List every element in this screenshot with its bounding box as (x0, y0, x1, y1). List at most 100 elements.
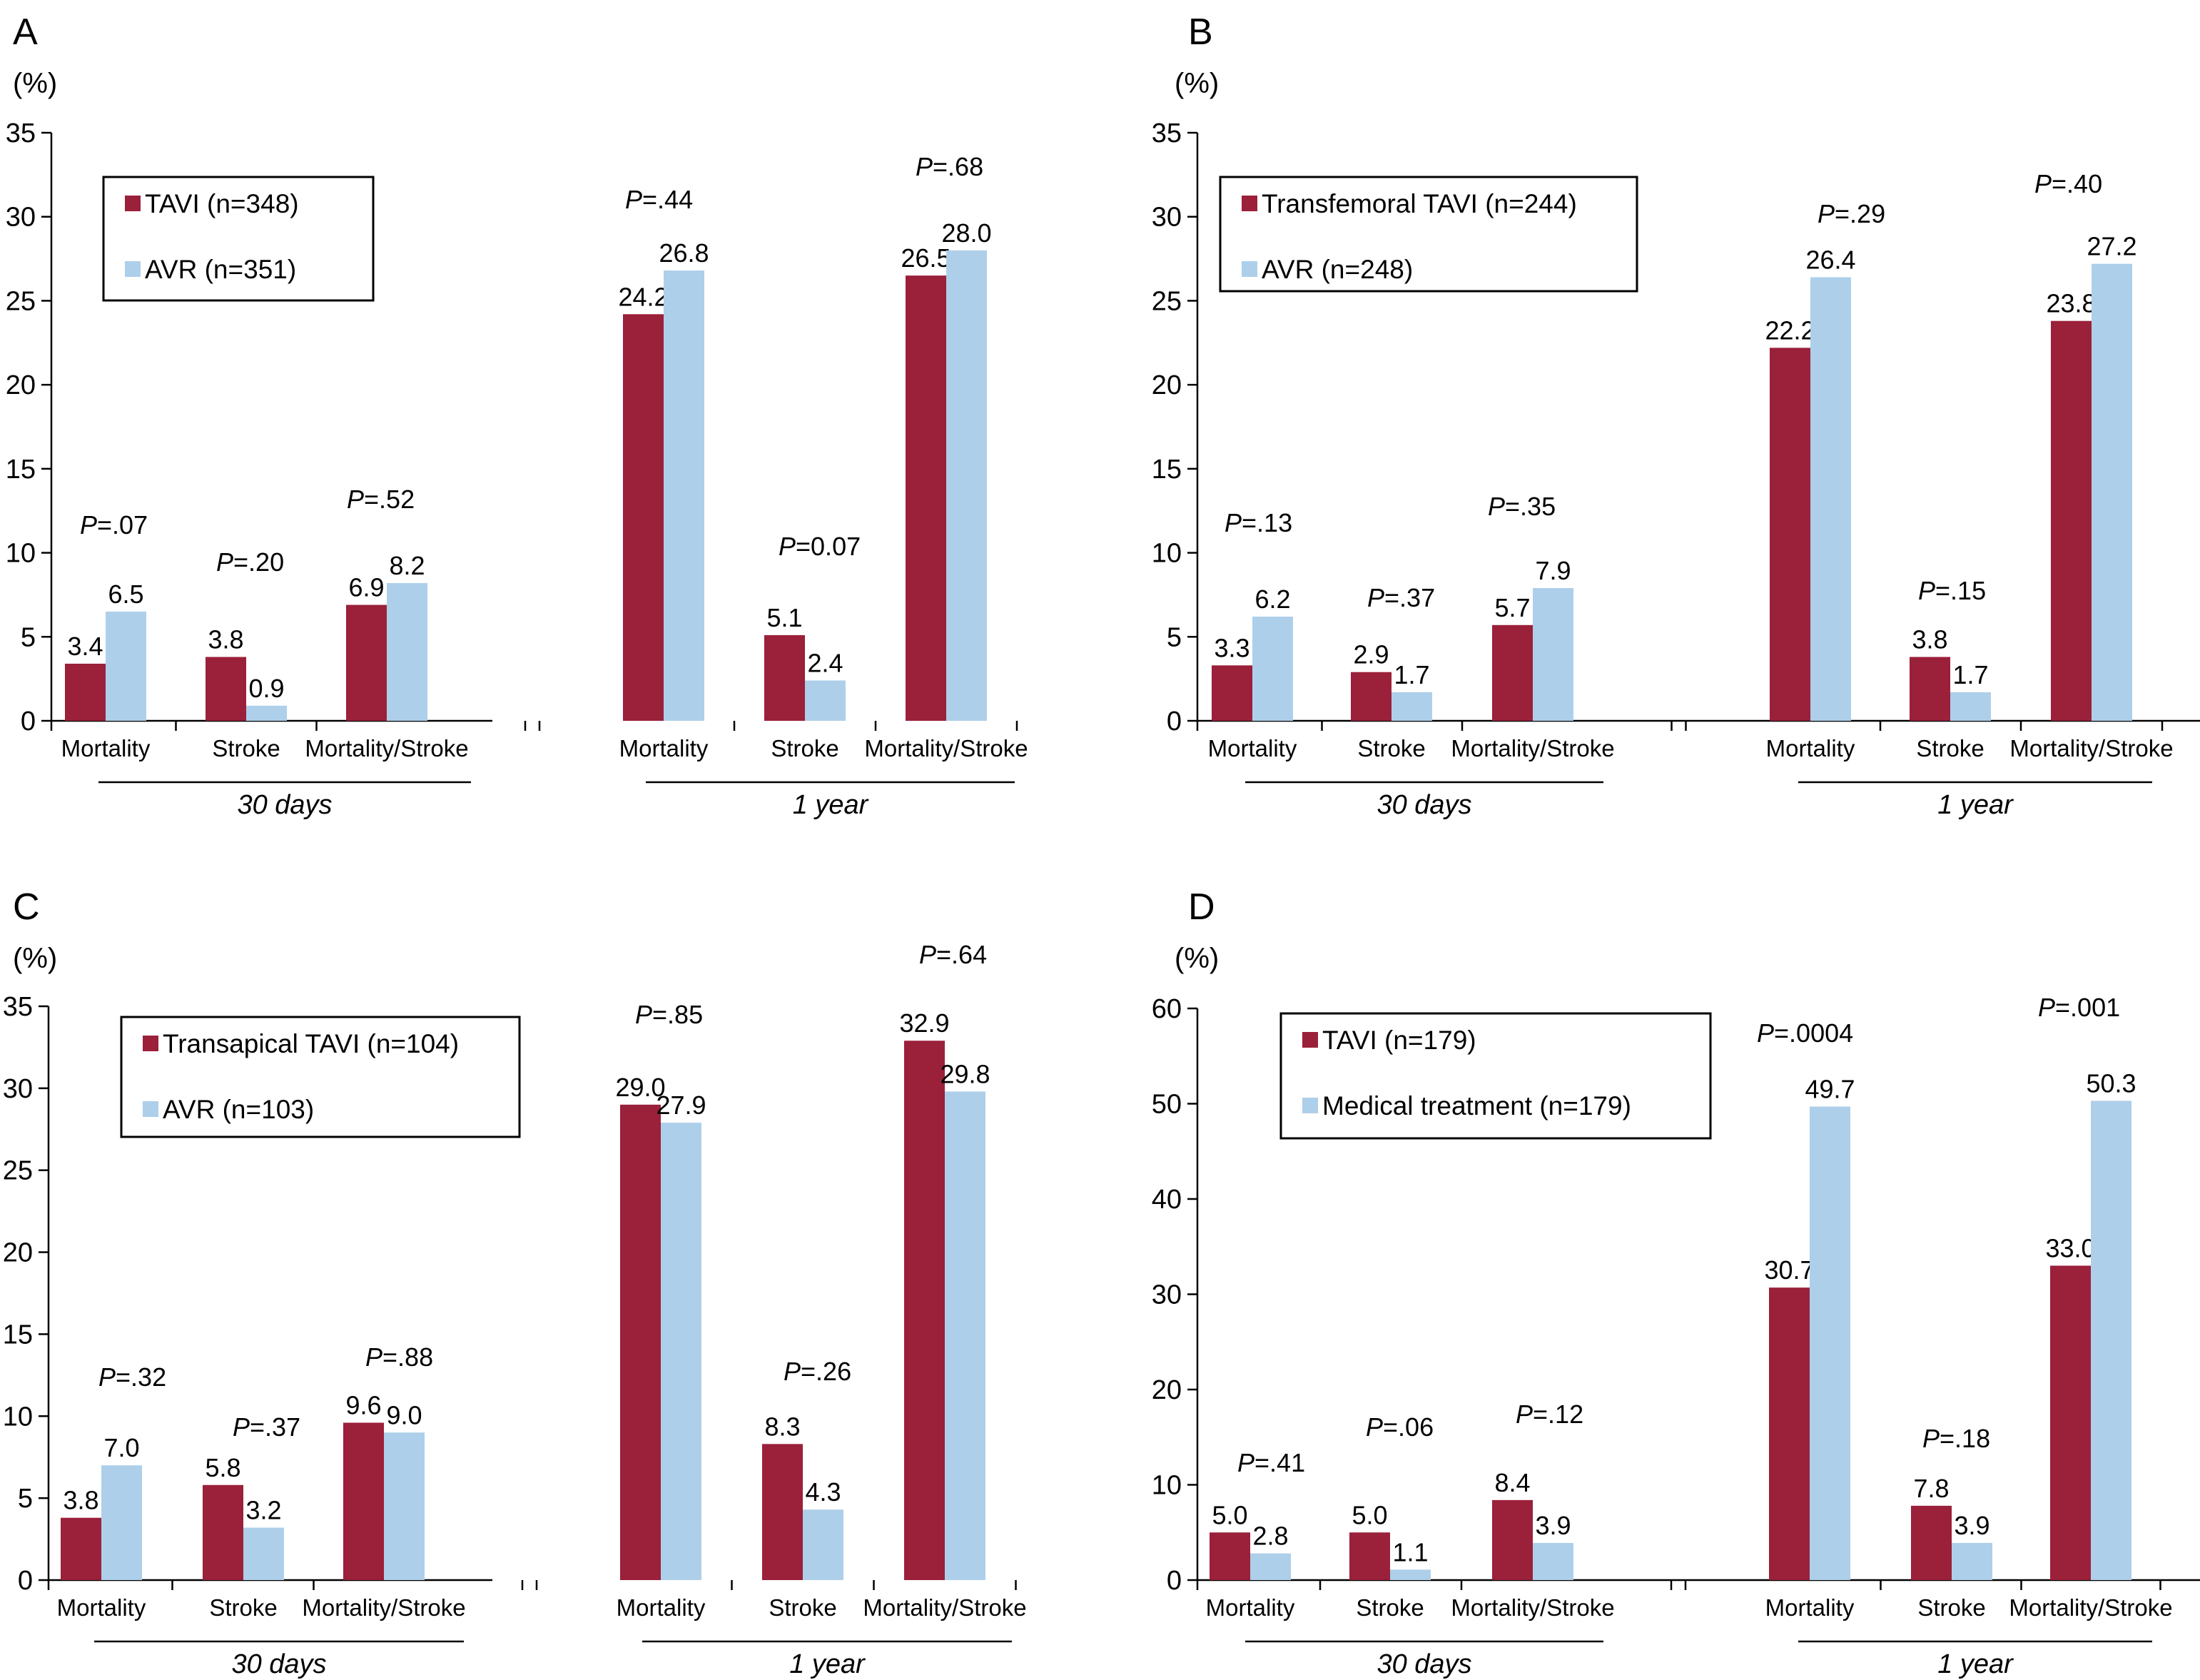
group-label: 1 year (793, 790, 869, 820)
bar-series2 (1952, 1542, 1992, 1580)
p-symbol: P (2034, 169, 2052, 198)
x-category-label: Mortality/Stroke (1451, 735, 1614, 761)
y-tick-label: 30 (1152, 203, 1182, 233)
bar-series2 (2092, 263, 2132, 721)
data-label: 22.2 (1765, 315, 1815, 345)
group-label: 30 days (237, 790, 332, 820)
bar-series1 (1911, 1505, 1952, 1580)
y-tick-label: 5 (1167, 622, 1182, 652)
y-tick-label: 15 (3, 1320, 33, 1350)
p-value: P=.12 (1516, 1400, 1583, 1429)
legend-box (102, 176, 375, 302)
p-value: P=.29 (1818, 199, 1885, 228)
data-label: 9.6 (345, 1390, 381, 1420)
p-symbol: P (1237, 1448, 1254, 1477)
bar-series2 (1390, 1569, 1431, 1580)
p-value-text: =.85 (652, 1000, 703, 1029)
data-label: 32.9 (899, 1008, 949, 1038)
x-category-label: Mortality (1766, 735, 1855, 761)
data-label: 29.8 (940, 1059, 990, 1088)
y-tick-label: 60 (1152, 994, 1182, 1024)
y-tick-label: 20 (1152, 1375, 1182, 1405)
y-tick-label: 20 (3, 1238, 33, 1268)
bar-series2 (661, 1123, 701, 1580)
p-value: P=.26 (784, 1357, 851, 1386)
p-value-text: =.37 (250, 1412, 300, 1442)
p-symbol: P (1225, 508, 1242, 537)
bar-series1 (2051, 320, 2092, 721)
data-label: 26.4 (1805, 245, 1855, 274)
bar-series2 (246, 705, 287, 721)
y-tick-label: 25 (6, 286, 36, 316)
p-value: P=.32 (98, 1362, 166, 1392)
legend-box (1219, 176, 1638, 293)
y-tick-label: 0 (18, 1566, 33, 1596)
bar-series1 (2050, 1265, 2091, 1580)
y-tick-label: 0 (1167, 1566, 1182, 1596)
data-label: 8.2 (389, 551, 425, 580)
bar-series2 (1950, 692, 1991, 721)
bar-series2 (243, 1527, 284, 1580)
legend-swatch-series2 (1302, 1098, 1318, 1113)
data-label: 3.9 (1954, 1511, 1989, 1540)
p-symbol: P (784, 1357, 801, 1386)
y-tick-label: 20 (1152, 370, 1182, 400)
y-tick-label: 50 (1152, 1090, 1182, 1120)
legend-entry: AVR (n=248) (1262, 255, 1413, 284)
p-value-text: =.29 (1835, 199, 1885, 228)
bar-series1 (343, 1422, 384, 1580)
bar-series1 (1210, 1532, 1250, 1580)
p-value: P=.001 (2038, 993, 2120, 1022)
data-label: 27.2 (2087, 232, 2136, 261)
y-unit-label: (%) (1175, 943, 1219, 974)
group-label: 30 days (1377, 790, 1471, 820)
data-label: 6.9 (348, 573, 384, 602)
legend-swatch-series2 (125, 261, 141, 277)
x-category-label: Mortality (619, 735, 709, 761)
bar-series1 (1492, 1499, 1533, 1580)
bar-series1 (762, 1444, 803, 1580)
x-category-label: Mortality/Stroke (302, 1594, 465, 1621)
p-value: P=.15 (1918, 576, 1986, 605)
y-unit-label: (%) (1175, 68, 1219, 99)
p-symbol: P (1366, 1412, 1383, 1442)
x-category-label: Mortality (61, 735, 151, 761)
y-tick-label: 30 (6, 203, 36, 233)
y-tick-label: 10 (3, 1402, 33, 1432)
bar-series1 (206, 657, 246, 721)
legend-swatch-series2 (1242, 261, 1257, 277)
legend-swatch-series1 (1302, 1032, 1318, 1048)
p-value: P=.37 (233, 1412, 300, 1442)
bar-series1 (1492, 624, 1533, 721)
p-value-text: =.64 (936, 940, 987, 969)
p-value-text: =.12 (1533, 1400, 1583, 1429)
x-category-label: Stroke (771, 735, 838, 761)
p-value: P=.88 (365, 1342, 433, 1372)
p-value-text: =.15 (1935, 576, 1986, 605)
legend-box (1279, 1012, 1712, 1140)
panel-b: B (%) 0 5 10 15 20 25 30 35 3.3 2.9 5.7 22.2 3.8 23.8 6.… (1152, 11, 2200, 820)
y-tick-label: 10 (6, 539, 36, 569)
data-label: 6.2 (1254, 585, 1290, 614)
p-value-text: =.41 (1254, 1448, 1305, 1477)
p-value: P=.37 (1367, 583, 1435, 612)
p-symbol: P (779, 532, 796, 561)
bar-series1 (1910, 657, 1950, 721)
bar-series1 (764, 634, 805, 721)
p-value-text: =.88 (382, 1342, 433, 1372)
x-category-label: Stroke (769, 1594, 836, 1621)
legend-entry: Transfemoral TAVI (n=244) (1262, 189, 1577, 218)
p-value-text: =.32 (116, 1362, 166, 1392)
x-category-label: Mortality (1208, 735, 1297, 761)
p-symbol: P (919, 940, 936, 969)
group-label: 30 days (1377, 1649, 1471, 1679)
y-tick-label: 40 (1152, 1185, 1182, 1215)
y-tick-label: 15 (1152, 455, 1182, 485)
p-value: P=.06 (1366, 1412, 1434, 1442)
bar-series1 (61, 1517, 101, 1580)
p-value-text: =.40 (2052, 169, 2102, 198)
p-value: P=.18 (1922, 1424, 1990, 1453)
y-tick-label: 30 (3, 1074, 33, 1104)
bar-series1 (1769, 1287, 1810, 1580)
